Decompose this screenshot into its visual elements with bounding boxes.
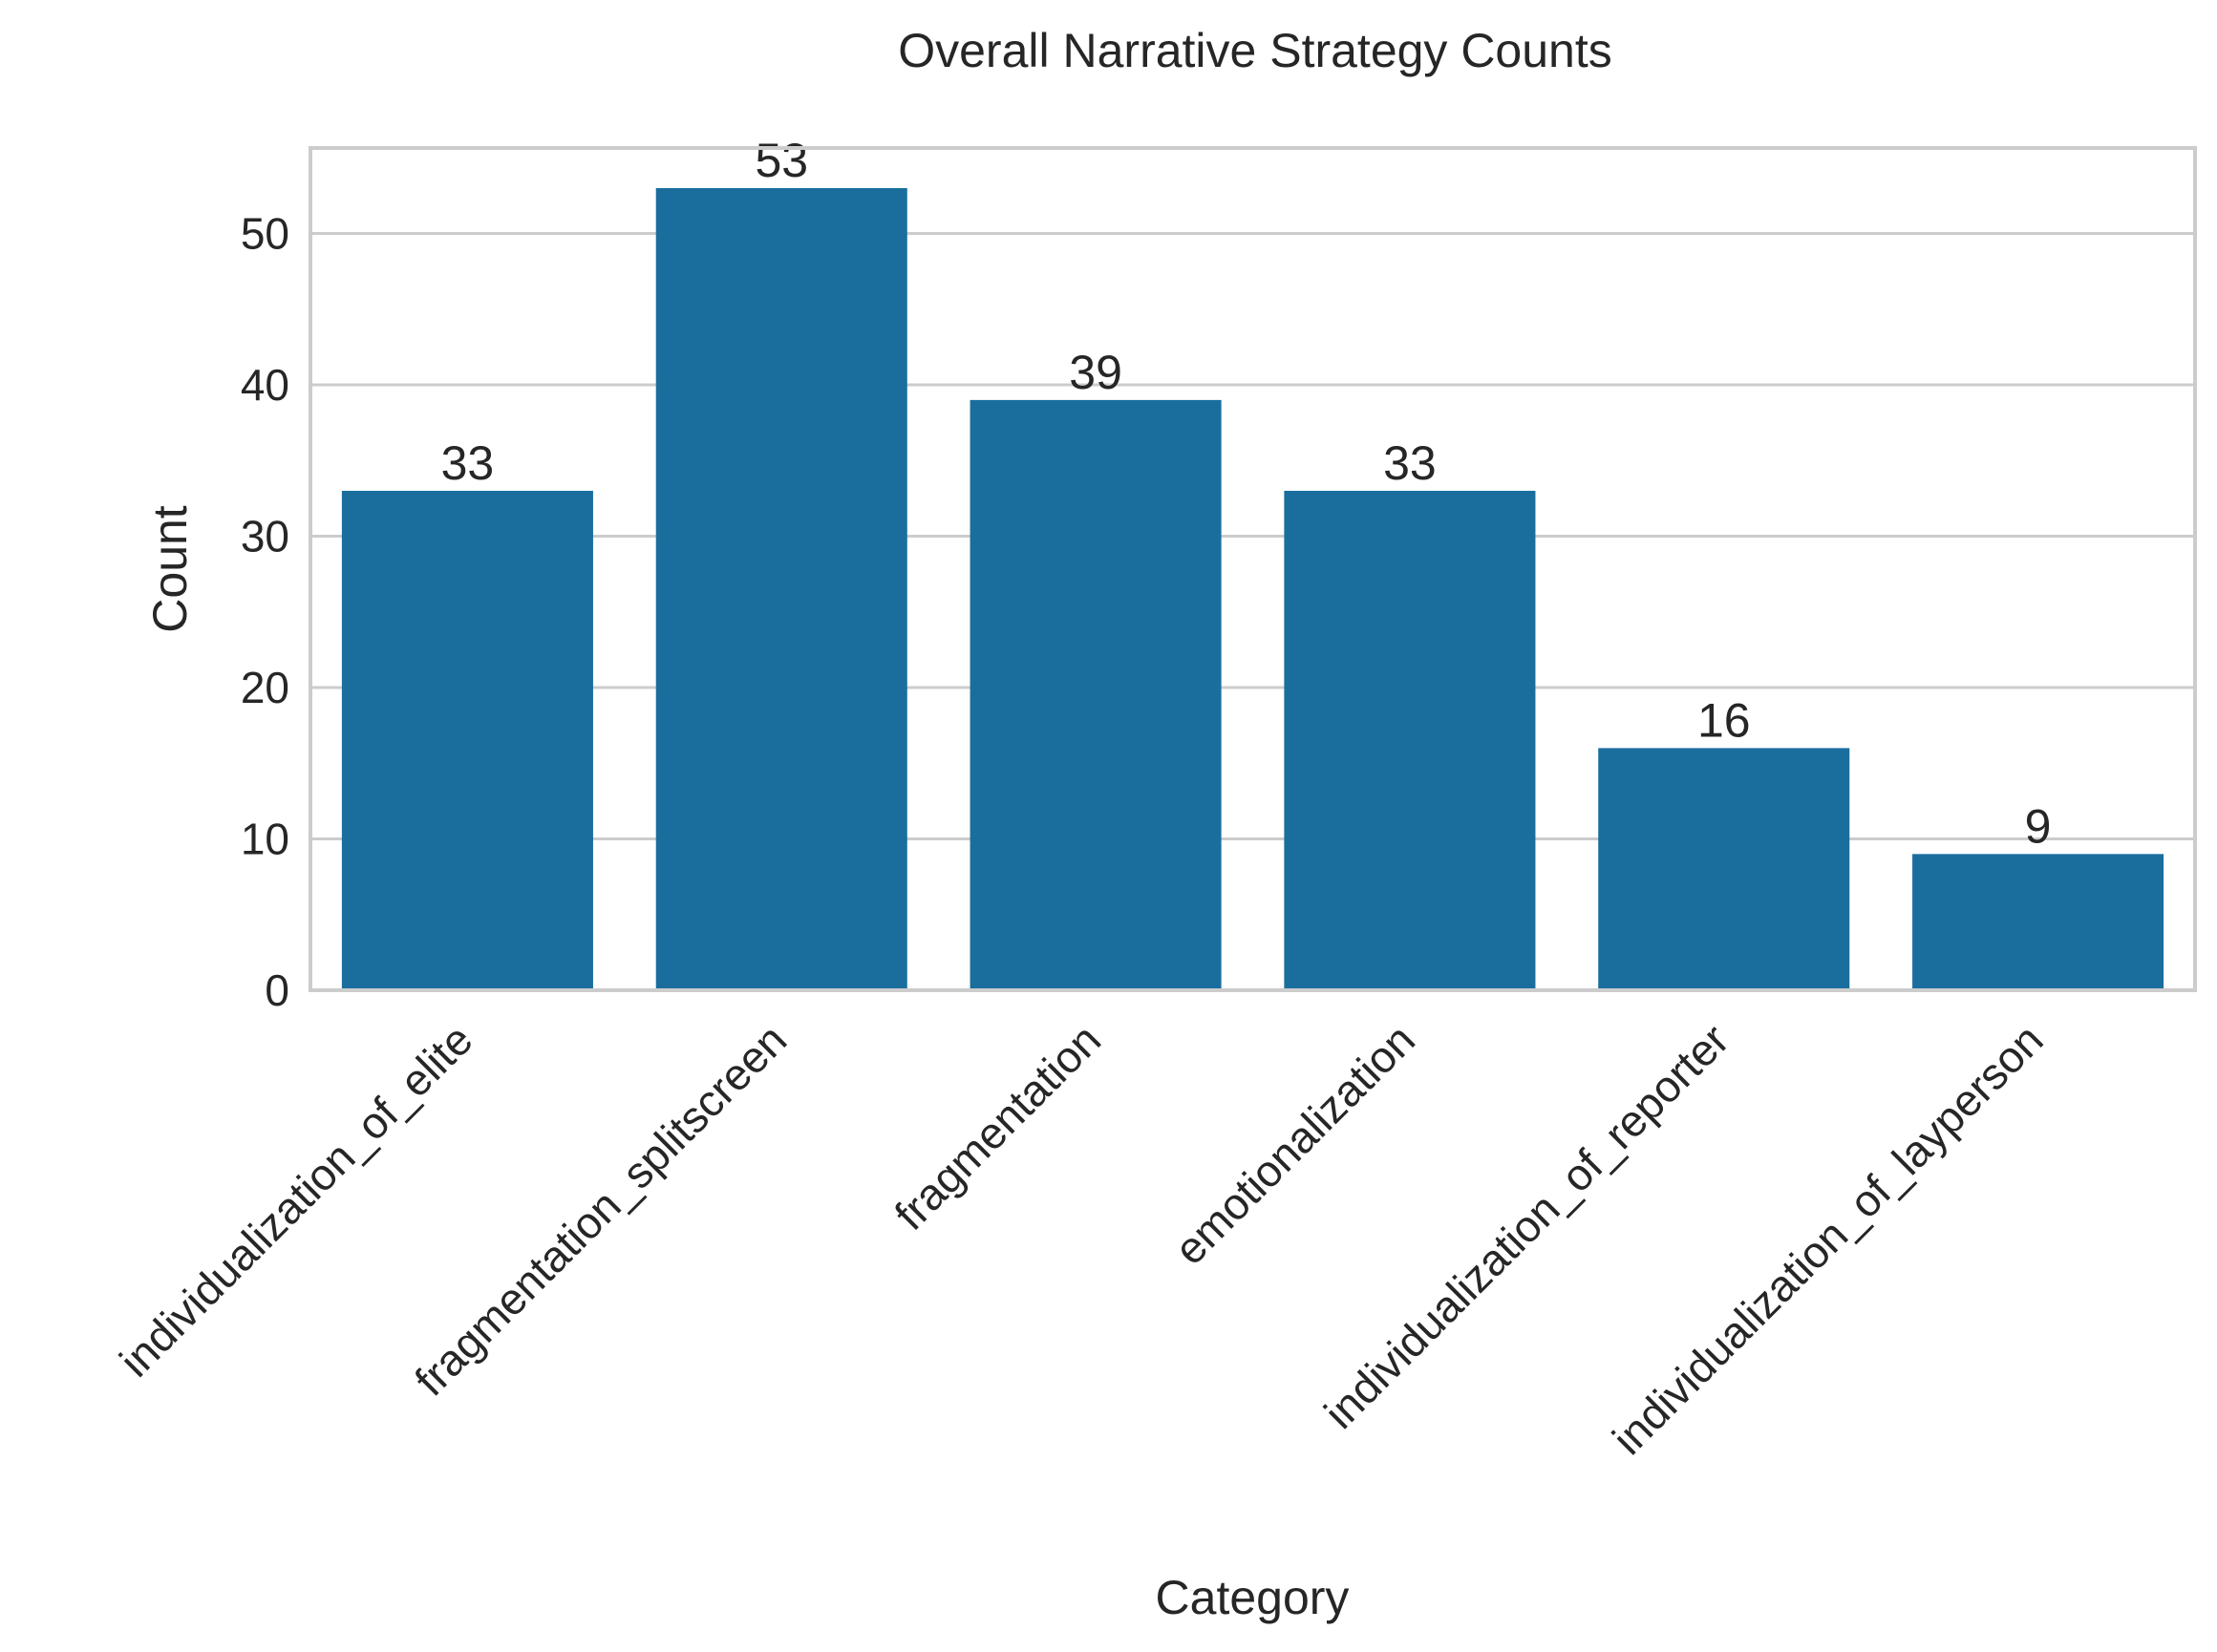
x-tick-label: individualization_of_elite bbox=[110, 1014, 481, 1386]
y-tick-label: 10 bbox=[241, 815, 289, 864]
x-tick-label: emotionalization bbox=[1164, 1014, 1424, 1274]
data-label: 53 bbox=[755, 134, 808, 187]
bar-fragmentation bbox=[970, 399, 1222, 990]
y-tick-labels: 0 10 20 30 40 50 bbox=[241, 209, 289, 1015]
data-label: 9 bbox=[2025, 799, 2052, 853]
plot-frame bbox=[309, 146, 2197, 992]
bar-individualization-of-layperson bbox=[1912, 854, 2164, 990]
y-axis-label: Count bbox=[143, 505, 197, 633]
x-tick-label: fragmentation_splitscreen bbox=[405, 1014, 796, 1405]
data-label: 39 bbox=[1069, 346, 1122, 399]
data-label: 33 bbox=[1383, 436, 1437, 490]
data-label: 33 bbox=[441, 436, 495, 490]
bars bbox=[341, 188, 2164, 990]
y-tick-label: 20 bbox=[241, 663, 289, 712]
bar-individualization-of-elite bbox=[341, 490, 593, 990]
x-tick-labels: individualization_of_elitefragmentation_… bbox=[110, 1014, 2053, 1464]
bar-individualization-of-reporter bbox=[1598, 748, 1850, 990]
x-axis-label: Category bbox=[1156, 1571, 1350, 1624]
data-label: 16 bbox=[1697, 693, 1751, 747]
bar-emotionalization bbox=[1284, 490, 1536, 990]
y-tick-label: 50 bbox=[241, 209, 289, 259]
grid-lines bbox=[310, 232, 2195, 841]
y-tick-label: 40 bbox=[241, 360, 289, 410]
chart-title: Overall Narrative Strategy Counts bbox=[898, 24, 1612, 77]
data-labels: 33 53 39 33 16 9 bbox=[441, 134, 2052, 853]
y-tick-label: 0 bbox=[265, 965, 289, 1015]
y-tick-label: 30 bbox=[241, 512, 289, 561]
bar-fragmentation-splitscreen bbox=[655, 188, 907, 990]
x-tick-label: fragmentation bbox=[885, 1014, 1110, 1239]
